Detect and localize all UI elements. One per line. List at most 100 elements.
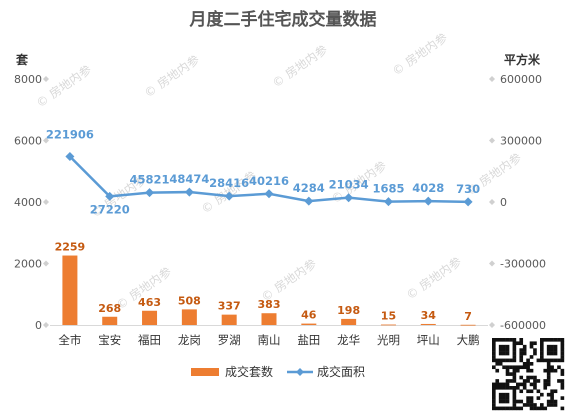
svg-text:© 房地内参: © 房地内参 (269, 42, 330, 91)
line-point (304, 196, 314, 206)
qr-module (495, 379, 500, 383)
bar (460, 324, 476, 326)
qr-module (495, 362, 500, 366)
qr-module (492, 392, 496, 397)
qr-module (522, 351, 527, 356)
qr-module (495, 368, 500, 373)
left-tick-marker (43, 76, 49, 82)
qr-module (519, 341, 524, 346)
qr-module (533, 386, 537, 390)
qr-module (540, 341, 544, 346)
qr-module (509, 406, 513, 411)
qr-module (498, 386, 503, 390)
category-label: 罗湖 (218, 333, 241, 347)
bar-value-label: 198 (337, 304, 360, 317)
qr-module (529, 406, 534, 411)
qr-module (522, 344, 527, 349)
qr-module (553, 344, 558, 349)
qr-module (519, 338, 524, 342)
qr-module (498, 399, 503, 404)
qr-module (519, 406, 524, 411)
qr-module (519, 399, 524, 404)
qr-module (498, 338, 503, 342)
category-label: 福田 (138, 333, 161, 347)
line-value-label: 45821 (130, 173, 170, 187)
watermark: © 房地内参 (269, 42, 330, 91)
qr-module (550, 344, 554, 349)
bar (341, 318, 357, 325)
qr-module (505, 368, 510, 373)
qr-module (512, 389, 517, 394)
legend: 成交套数 成交面积 (191, 364, 365, 379)
qr-module (512, 379, 517, 383)
qr-module (529, 344, 534, 349)
bar (261, 313, 277, 325)
qr-module (557, 338, 561, 342)
qr-module (560, 368, 565, 373)
qr-module (553, 358, 558, 363)
qr-module (546, 375, 551, 380)
qr-module (560, 355, 565, 359)
line-point (145, 188, 155, 198)
qr-module (492, 386, 496, 390)
qr-module (526, 362, 530, 366)
watermarks: © 房地内参 © 房地内参 © 房地内参 © 房地内参© 房地内参 © 房地内参 © 房地… (33, 30, 524, 313)
qr-module (516, 386, 520, 390)
qr-module (529, 341, 534, 346)
qr-module (492, 406, 496, 411)
qr-module (498, 351, 503, 356)
qr-module (529, 382, 534, 387)
left-tick-label: 0 (35, 319, 42, 332)
line-value-label: 40216 (249, 174, 289, 188)
watermark: © 房地内参 (403, 254, 464, 303)
qr-module (526, 399, 530, 404)
line-point (184, 187, 194, 197)
qr-module (512, 403, 517, 407)
qr-module (540, 351, 544, 356)
qr-module (498, 362, 503, 366)
qr-module (560, 358, 565, 363)
qr-module (505, 372, 510, 376)
right-tick-label: 0 (500, 196, 507, 209)
bar (62, 255, 78, 325)
bar-value-label: 46 (301, 309, 317, 322)
qr-module (540, 338, 544, 342)
qr-module (522, 386, 527, 390)
line-point (344, 193, 354, 203)
qr-module (526, 379, 530, 383)
svg-text:© 房地内参: © 房地内参 (403, 254, 464, 303)
qr-module (533, 403, 537, 407)
qr-module (505, 338, 510, 342)
qr-module (498, 392, 503, 397)
qr-module (560, 396, 565, 400)
left-tick-label: 8000 (14, 73, 42, 86)
bars (62, 255, 476, 326)
qr-module (560, 341, 565, 346)
qr-module (533, 375, 537, 380)
svg-text:© 房地内参: © 房地内参 (141, 52, 202, 101)
qr-module (553, 348, 558, 352)
qr-module (502, 406, 506, 411)
qr-module (533, 351, 537, 356)
qr-module (509, 365, 513, 370)
bar (221, 314, 237, 325)
qr-module (543, 379, 548, 383)
qr-module (492, 344, 496, 349)
qr-module (533, 379, 537, 383)
qr-module (509, 358, 513, 363)
qr-module (495, 406, 500, 411)
qr-module (526, 403, 530, 407)
category-label: 全市 (58, 333, 81, 347)
left-tick-marker (43, 199, 49, 205)
left-tick-marker (43, 322, 49, 328)
qr-module (505, 348, 510, 352)
qr-module (512, 368, 517, 373)
line-value-label: 730 (456, 182, 480, 196)
qr-module (526, 375, 530, 380)
qr-module (546, 372, 551, 376)
qr-module (495, 358, 500, 363)
qr-module (492, 365, 496, 370)
qr-module (560, 348, 565, 352)
qr-module (526, 396, 530, 400)
qr-module (519, 348, 524, 352)
